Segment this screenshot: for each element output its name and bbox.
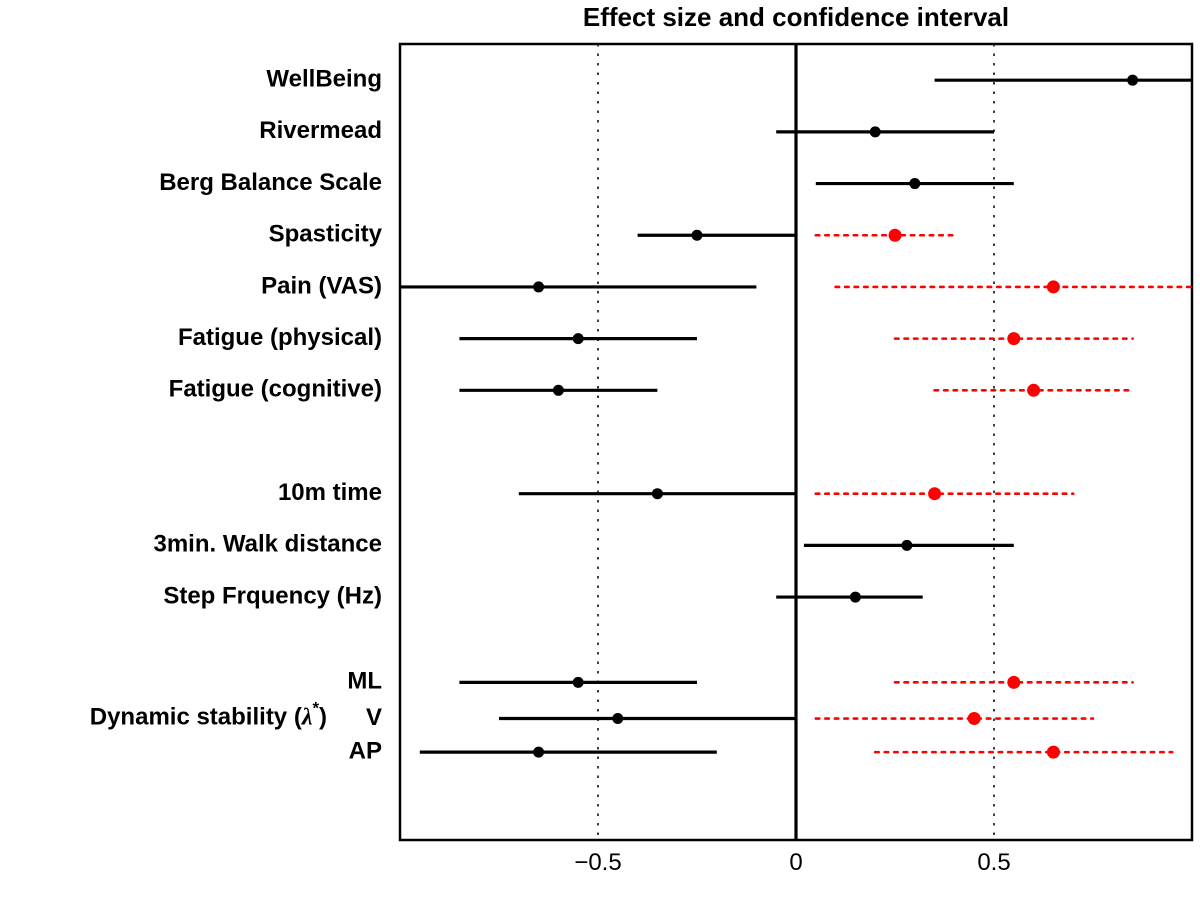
point-secondary bbox=[1047, 280, 1060, 293]
row-label: 10m time bbox=[278, 479, 382, 506]
point-primary bbox=[573, 333, 584, 344]
row-label: ML bbox=[347, 668, 382, 695]
point-primary bbox=[692, 230, 703, 241]
x-tick-label: 0 bbox=[789, 849, 802, 876]
x-tick-label: 0.5 bbox=[977, 849, 1010, 876]
point-primary bbox=[612, 713, 623, 724]
point-secondary bbox=[928, 487, 941, 500]
row-label: Pain (VAS) bbox=[261, 272, 382, 299]
chart-svg: Effect size and confidence interval −0.5 0… bbox=[0, 0, 1200, 905]
row-label: 3min. Walk distance bbox=[153, 531, 382, 558]
point-secondary bbox=[889, 229, 902, 242]
row-label: V bbox=[366, 704, 382, 731]
point-secondary bbox=[1007, 332, 1020, 345]
row-label: Spasticity bbox=[269, 221, 383, 248]
point-secondary bbox=[968, 712, 981, 725]
point-primary bbox=[652, 488, 663, 499]
row-label: AP bbox=[349, 737, 382, 764]
point-primary bbox=[533, 747, 544, 758]
point-primary bbox=[850, 592, 861, 603]
point-secondary bbox=[1027, 384, 1040, 397]
point-secondary bbox=[1007, 676, 1020, 689]
point-primary bbox=[533, 281, 544, 292]
point-primary bbox=[1127, 75, 1138, 86]
point-primary bbox=[870, 126, 881, 137]
row-label: WellBeing bbox=[266, 66, 382, 93]
dynamic-stability-label: Dynamic stability (λ*) bbox=[90, 698, 327, 730]
point-primary bbox=[901, 540, 912, 551]
chart-background bbox=[0, 0, 1200, 905]
point-primary bbox=[909, 178, 920, 189]
forest-plot-chart: Effect size and confidence interval −0.5 0… bbox=[0, 0, 1200, 905]
chart-title: Effect size and confidence interval bbox=[583, 2, 1009, 32]
point-primary bbox=[573, 677, 584, 688]
row-label: Rivermead bbox=[259, 117, 382, 144]
x-tick-label: −0.5 bbox=[574, 849, 621, 876]
row-label: Fatigue (cognitive) bbox=[169, 376, 382, 403]
row-label: Fatigue (physical) bbox=[178, 324, 382, 351]
row-label: Berg Balance Scale bbox=[159, 169, 382, 196]
row-label: Step Frquency (Hz) bbox=[163, 582, 382, 609]
point-secondary bbox=[1047, 746, 1060, 759]
point-primary bbox=[553, 385, 564, 396]
